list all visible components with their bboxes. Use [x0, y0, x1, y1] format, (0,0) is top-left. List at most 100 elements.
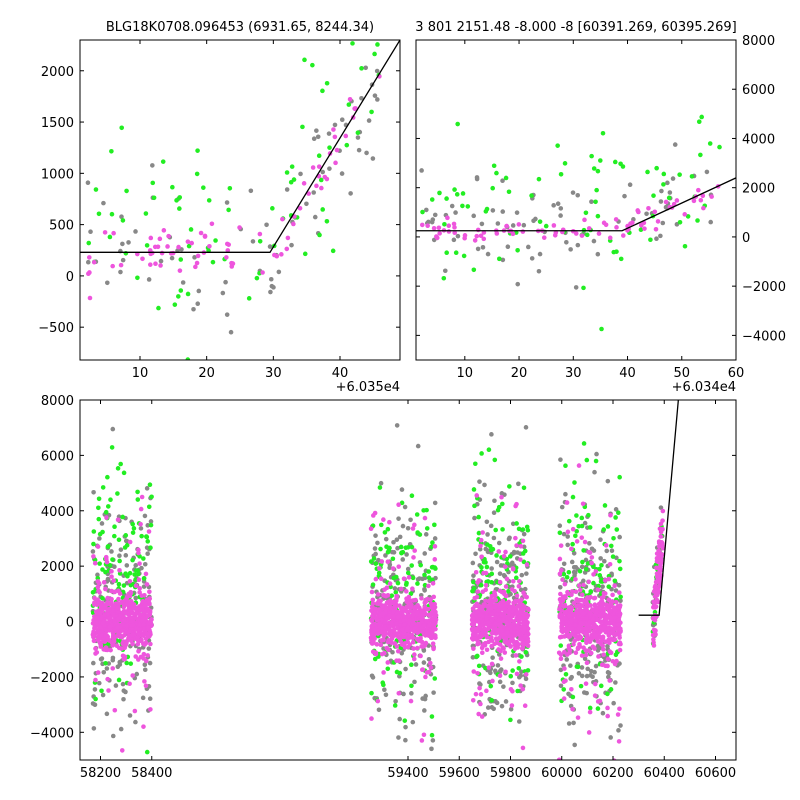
data-point	[488, 670, 493, 676]
data-point	[607, 678, 612, 683]
data-point	[506, 536, 512, 542]
data-point	[543, 223, 549, 229]
data-point	[500, 527, 505, 532]
data-point	[100, 485, 106, 490]
data-point	[523, 650, 529, 655]
data-point	[137, 561, 142, 566]
data-point	[432, 522, 437, 528]
data-point	[483, 570, 489, 576]
data-point	[583, 210, 589, 216]
data-point	[403, 666, 408, 672]
data-point	[570, 526, 576, 532]
data-point	[523, 676, 529, 682]
data-point	[110, 666, 116, 671]
data-point	[475, 589, 481, 594]
panel-top-left: 10 20 30 40 −500 0 500 1000 1500 2000 BLG18K0708.0…	[38, 20, 401, 395]
data-point	[372, 51, 377, 57]
data-point	[115, 491, 120, 496]
data-point	[655, 578, 661, 583]
data-point	[407, 604, 412, 610]
data-point	[475, 653, 480, 659]
data-point	[350, 41, 355, 46]
data-point	[590, 674, 595, 680]
data-point	[381, 517, 386, 522]
data-point	[384, 605, 389, 611]
data-point	[493, 615, 498, 620]
data-point	[93, 677, 98, 683]
data-point	[374, 615, 379, 621]
data-point	[491, 535, 497, 541]
data-point	[571, 551, 577, 556]
data-point	[108, 497, 113, 503]
data-point	[330, 248, 336, 254]
data-point	[562, 161, 568, 166]
data-point	[103, 569, 108, 575]
data-point	[660, 518, 665, 523]
data-point	[573, 650, 579, 655]
data-point	[408, 517, 413, 523]
data-point	[515, 281, 521, 287]
data-point	[511, 549, 517, 555]
data-point	[327, 145, 332, 150]
data-point	[128, 661, 134, 666]
data-point	[572, 638, 577, 644]
data-point	[375, 631, 381, 636]
data-point	[394, 669, 400, 675]
data-point	[324, 80, 330, 86]
data-point	[119, 748, 125, 753]
data-point	[410, 621, 416, 627]
data-point	[130, 521, 135, 527]
data-point	[97, 536, 102, 541]
data-point	[409, 683, 414, 689]
data-point	[455, 233, 461, 239]
data-point	[399, 627, 405, 632]
x-offset-label: +6.034e4	[672, 380, 736, 395]
data-point	[473, 461, 478, 467]
data-point	[230, 261, 236, 266]
data-point	[317, 232, 322, 238]
data-point	[586, 512, 591, 518]
data-point	[400, 523, 406, 529]
data-point	[518, 557, 523, 562]
data-point	[385, 559, 391, 565]
x-offset-label: +6.035e4	[336, 380, 400, 395]
data-point	[428, 601, 434, 606]
data-point	[510, 578, 516, 584]
data-point	[606, 576, 612, 582]
data-point	[135, 497, 141, 502]
data-point	[661, 171, 667, 177]
data-point	[617, 558, 622, 564]
data-point	[482, 482, 487, 488]
data-point	[424, 507, 429, 513]
data-point	[525, 668, 531, 673]
data-point	[474, 175, 480, 180]
y-tick-label: 2000	[41, 65, 74, 80]
data-point	[118, 613, 123, 618]
data-point	[143, 683, 149, 689]
data-point	[151, 195, 157, 201]
data-point	[473, 691, 479, 697]
data-point	[581, 548, 586, 553]
data-point	[391, 539, 396, 545]
data-point	[143, 636, 149, 641]
data-point	[520, 602, 525, 608]
data-point	[622, 193, 627, 199]
data-point	[426, 623, 432, 628]
axes-frame	[79, 399, 737, 761]
data-point	[565, 534, 571, 539]
data-point	[601, 590, 607, 596]
data-point	[98, 644, 104, 649]
data-point	[492, 604, 498, 610]
data-point	[485, 532, 490, 537]
data-point	[605, 656, 611, 662]
data-point	[605, 643, 610, 649]
data-point	[124, 542, 130, 548]
data-point	[524, 571, 529, 576]
data-point	[562, 626, 567, 632]
data-point	[490, 185, 495, 191]
data-point	[432, 601, 437, 607]
data-point	[402, 622, 407, 627]
data-point	[677, 172, 682, 177]
data-point	[520, 229, 526, 234]
data-point	[595, 213, 601, 219]
